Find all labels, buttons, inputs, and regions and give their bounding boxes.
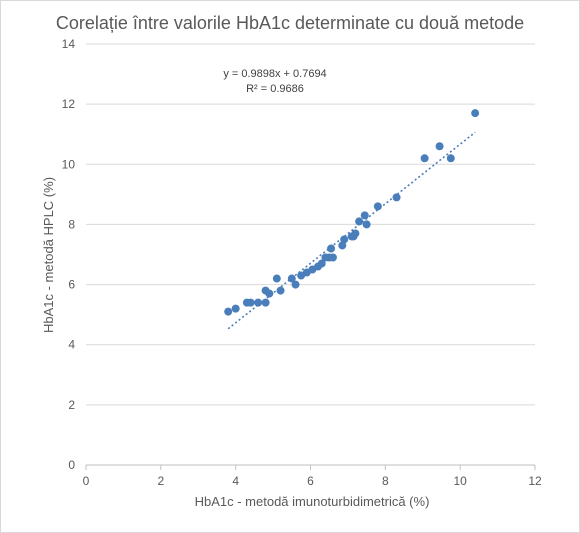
data-point bbox=[328, 253, 337, 262]
y-tick-labels: 0 2 4 6 8 10 12 14 bbox=[62, 37, 76, 472]
chart-title: Corelație între valorile HbA1c determina… bbox=[56, 13, 524, 33]
data-point bbox=[287, 274, 296, 283]
x-tick-labels: 0 2 4 6 8 10 12 bbox=[83, 474, 542, 488]
x-tick-label: 6 bbox=[307, 474, 314, 488]
data-point bbox=[446, 154, 455, 163]
data-point bbox=[471, 109, 480, 118]
data-point bbox=[327, 244, 336, 253]
y-axis-label: HbA1c - metodă HPLC (%) bbox=[41, 177, 56, 333]
data-point bbox=[261, 298, 270, 307]
x-tick-label: 0 bbox=[83, 474, 90, 488]
data-point bbox=[338, 241, 347, 250]
trendline-equation: y = 0.9898x + 0.7694 bbox=[223, 68, 326, 80]
data-point bbox=[246, 298, 255, 307]
data-point bbox=[317, 259, 326, 268]
data-point bbox=[254, 298, 263, 307]
y-tick-label: 8 bbox=[68, 217, 75, 231]
data-points bbox=[224, 109, 480, 316]
gridlines bbox=[86, 43, 535, 406]
r-squared-label: R² = 0.9686 bbox=[246, 83, 304, 95]
data-point bbox=[231, 304, 240, 313]
data-point bbox=[351, 229, 360, 238]
x-tick-label: 10 bbox=[453, 474, 467, 488]
x-tick-label: 4 bbox=[232, 474, 239, 488]
y-tick-label: 14 bbox=[62, 37, 76, 51]
y-tick-label: 10 bbox=[62, 157, 76, 171]
data-point bbox=[435, 142, 444, 151]
x-axis-label: HbA1c - metodă imunoturbidimetrică (%) bbox=[195, 494, 430, 509]
y-tick-label: 0 bbox=[68, 458, 75, 472]
data-point bbox=[362, 220, 371, 229]
data-point bbox=[355, 217, 364, 226]
data-point bbox=[420, 154, 429, 163]
y-tick-label: 12 bbox=[62, 97, 76, 111]
x-tick-label: 8 bbox=[382, 474, 389, 488]
data-point bbox=[340, 235, 349, 244]
axes bbox=[85, 464, 536, 470]
data-point bbox=[224, 307, 233, 316]
data-point bbox=[272, 274, 281, 283]
x-tick-label: 2 bbox=[157, 474, 164, 488]
data-point bbox=[360, 211, 369, 220]
trendline bbox=[227, 131, 476, 330]
data-point bbox=[291, 280, 300, 289]
y-tick-label: 2 bbox=[68, 398, 75, 412]
data-point bbox=[265, 289, 274, 298]
data-point bbox=[373, 202, 382, 211]
data-point bbox=[392, 193, 401, 202]
y-tick-label: 6 bbox=[68, 278, 75, 292]
y-tick-label: 4 bbox=[68, 338, 75, 352]
data-point bbox=[276, 286, 285, 295]
x-tick-label: 12 bbox=[528, 474, 542, 488]
